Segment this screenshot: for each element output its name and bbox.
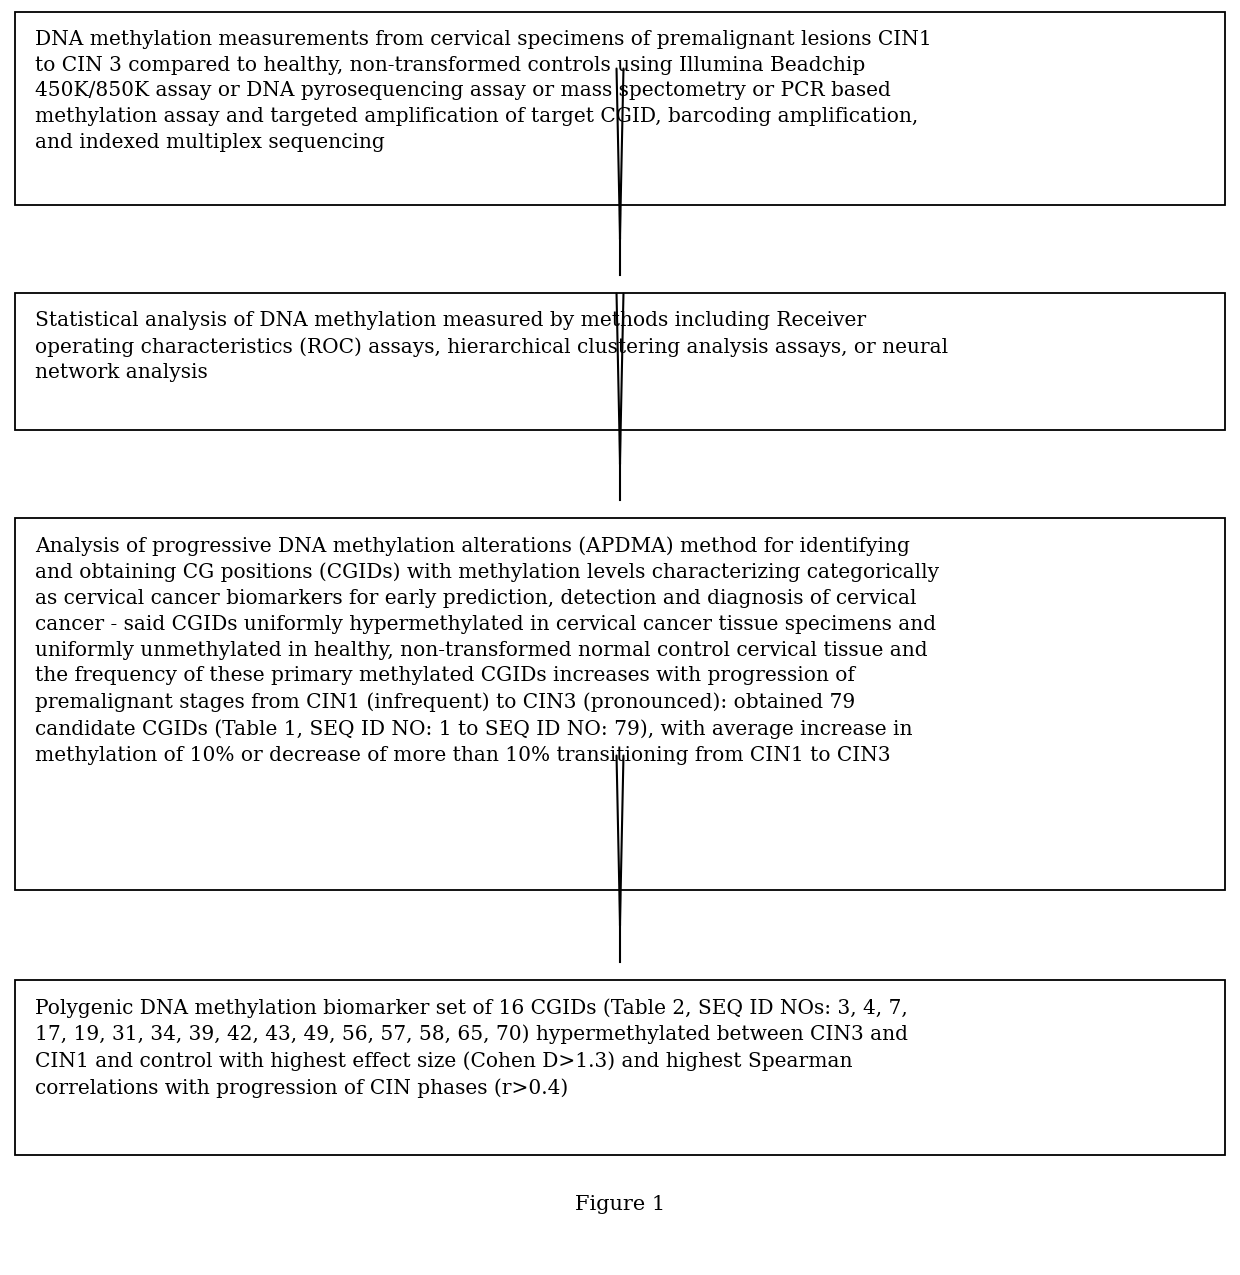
Text: Statistical analysis of DNA methylation measured by methods including Receiver
o: Statistical analysis of DNA methylation … [35, 311, 949, 382]
Text: DNA methylation measurements from cervical specimens of premalignant lesions CIN: DNA methylation measurements from cervic… [35, 31, 931, 152]
Bar [15, 293, 1225, 430]
Text: Figure 1: Figure 1 [575, 1195, 665, 1214]
Bar [15, 980, 1225, 1155]
Text: Polygenic DNA methylation biomarker set of 16 CGIDs (Table 2, SEQ ID NOs: 3, 4, : Polygenic DNA methylation biomarker set … [35, 998, 908, 1098]
Bar [15, 518, 1225, 890]
Text: Analysis of progressive DNA methylation alterations (APDMA) method for identifyi: Analysis of progressive DNA methylation … [35, 536, 939, 765]
Bar [15, 11, 1225, 205]
